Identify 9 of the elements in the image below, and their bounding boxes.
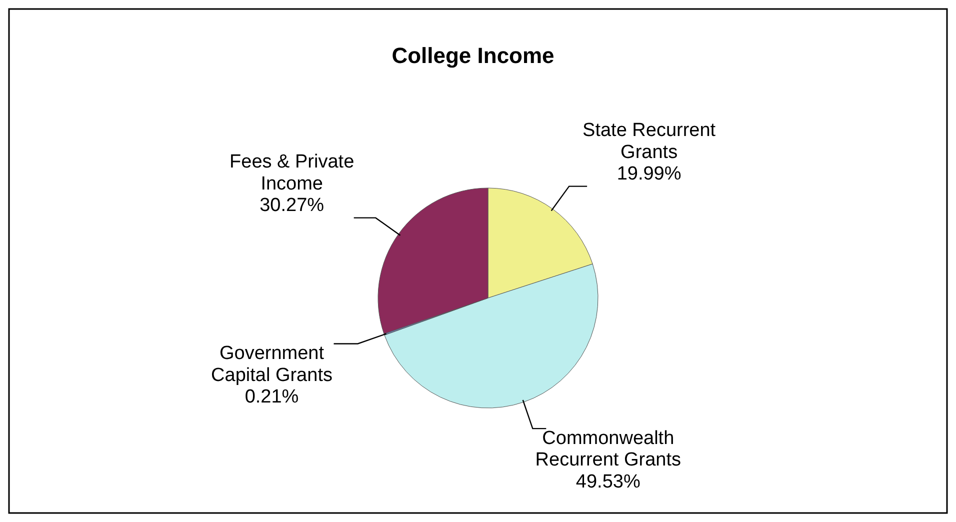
slice-label: Commonwealth Recurrent Grants	[535, 428, 682, 471]
slice-label: Government Capital Grants	[211, 342, 332, 386]
slice-label: Fees & Private Income	[230, 151, 354, 194]
data-label: 0.21%	[244, 386, 299, 408]
chart-title: College Income	[392, 43, 554, 68]
data-label: 49.53%	[576, 471, 640, 492]
slice-label: State Recurrent Grants	[582, 120, 716, 163]
data-label: 30.27%	[260, 195, 324, 216]
data-label: 19.99%	[616, 164, 682, 185]
